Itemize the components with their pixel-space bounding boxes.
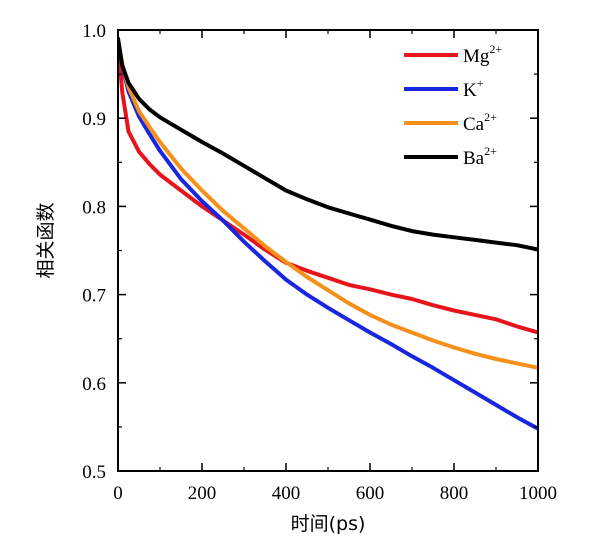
x-tick-label: 1000 <box>519 483 557 504</box>
series-layer <box>118 36 538 431</box>
y-tick-label: 0.9 <box>82 109 106 130</box>
series-line-k <box>118 36 538 431</box>
y-tick-label: 0.7 <box>82 286 106 307</box>
x-axis-title: 时间(ps) <box>291 513 366 535</box>
x-tick-label: 0 <box>113 483 123 504</box>
ticks-layer: 0 200 400 600 800 1000 0.5 0.6 0.7 0.8 0.9 1.0 <box>82 21 557 504</box>
legend-label-mg: Mg2+ <box>463 42 502 67</box>
legend-label-ba: Ba2+ <box>463 144 497 169</box>
y-tick-label: 0.5 <box>82 462 106 483</box>
legend: Mg2+ K+ Ca2+ Ba2+ <box>404 42 502 169</box>
series-line-ca <box>118 36 538 370</box>
x-tick-label: 400 <box>272 483 301 504</box>
legend-label-ca: Ca2+ <box>463 110 497 135</box>
y-tick-label: 1.0 <box>82 21 106 42</box>
y-axis-title: 相关函数 <box>35 202 57 278</box>
y-tick-label: 0.8 <box>82 197 106 218</box>
legend-label-k: K+ <box>463 76 484 101</box>
x-tick-label: 800 <box>440 483 469 504</box>
y-tick-label: 0.6 <box>82 374 106 395</box>
x-tick-label: 600 <box>356 483 385 504</box>
x-tick-label: 200 <box>188 483 217 504</box>
series-line-ba <box>118 36 538 252</box>
series-line-mg <box>118 36 538 335</box>
